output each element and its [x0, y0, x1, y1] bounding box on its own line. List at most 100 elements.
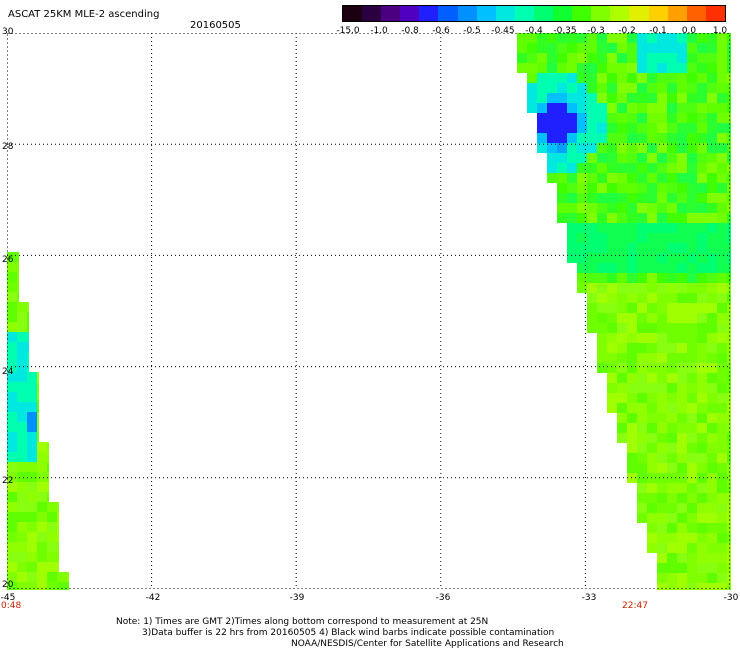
- swath-cell: [587, 73, 597, 83]
- colorbar-swatch: [476, 6, 496, 21]
- swath-cell: [577, 213, 587, 223]
- swath-cell: [717, 423, 727, 433]
- swath-cell: [707, 553, 717, 563]
- swath-cell: [677, 483, 687, 493]
- swath-cell: [617, 183, 627, 193]
- swath-cell: [677, 563, 687, 573]
- swath-cell: [7, 392, 17, 402]
- swath-cell: [537, 103, 547, 113]
- swath-cell: [697, 573, 707, 583]
- swath-cell: [637, 43, 647, 53]
- swath-cell: [637, 443, 647, 453]
- swath-cell: [607, 113, 617, 123]
- swath-cell: [667, 53, 677, 63]
- colorbar-swatch: [610, 6, 630, 21]
- swath-cell: [657, 393, 667, 403]
- swath-cell: [707, 53, 717, 63]
- y-tick-20: 20: [2, 580, 14, 590]
- swath-cell: [577, 223, 587, 233]
- swath-cell: [727, 393, 731, 403]
- swath-cell: [697, 253, 707, 263]
- swath-cell: [657, 93, 667, 103]
- swath-cell: [697, 583, 707, 590]
- swath-cell: [647, 53, 657, 63]
- swath-cell: [677, 423, 687, 433]
- swath-cell: [647, 493, 657, 503]
- swath-cell: [607, 343, 617, 353]
- swath-cell: [27, 432, 37, 442]
- swath-cell: [527, 33, 537, 43]
- swath-cell: [627, 73, 637, 83]
- swath-cell: [587, 243, 597, 253]
- swath-cell: [677, 203, 687, 213]
- swath-cell: [607, 183, 617, 193]
- swath-cell: [717, 113, 727, 123]
- swath-cell: [37, 452, 47, 462]
- swath-cell: [707, 363, 717, 373]
- swath-cell: [617, 73, 627, 83]
- swath-cell: [647, 303, 657, 313]
- note-line-2: 3)Data buffer is 22 hrs from 20160505 4)…: [142, 628, 555, 638]
- swath-cell: [657, 553, 667, 563]
- swath-cell: [667, 403, 677, 413]
- swath-cell: [7, 422, 17, 432]
- swath-cell: [17, 572, 27, 582]
- swath-cell: [617, 133, 627, 143]
- swath-cell: [677, 383, 687, 393]
- swath-cell: [697, 73, 707, 83]
- swath-cell: [47, 482, 49, 492]
- swath-cell: [527, 83, 537, 93]
- swath-cell: [597, 193, 607, 203]
- swath-cell: [627, 243, 637, 253]
- swath-cell: [667, 463, 677, 473]
- swath-cell: [687, 443, 697, 453]
- swath-cell: [597, 103, 607, 113]
- swath-cell: [717, 443, 727, 453]
- swath-cell: [697, 143, 707, 153]
- swath-cell: [587, 183, 597, 193]
- swath-cell: [687, 513, 697, 523]
- swath-cell: [47, 542, 57, 552]
- swath-cell: [627, 133, 637, 143]
- swath-cell: [727, 213, 731, 223]
- swath-cell: [687, 503, 697, 513]
- swath-cell: [707, 373, 717, 383]
- swath-cell: [687, 133, 697, 143]
- swath-cell: [47, 572, 57, 582]
- swath-cell: [637, 103, 647, 113]
- swath-cell: [687, 223, 697, 233]
- swath-cell: [667, 273, 677, 283]
- swath-cell: [597, 343, 607, 353]
- swath-cell: [667, 563, 677, 573]
- swath-cell: [617, 373, 627, 383]
- swath-cell: [627, 313, 637, 323]
- swath-cell: [727, 173, 731, 183]
- swath-cell: [657, 133, 667, 143]
- swath-cell: [667, 503, 677, 513]
- y-tick-24: 24: [2, 367, 14, 377]
- swath-cell: [677, 93, 687, 103]
- swath-cell: [687, 433, 697, 443]
- colorbar-swatch: [495, 6, 515, 21]
- swath-cell: [7, 452, 17, 462]
- swath-cell: [717, 33, 727, 43]
- swath-cell: [37, 502, 47, 512]
- swath-cell: [727, 553, 731, 563]
- swath-cell: [7, 432, 17, 442]
- swath-cell: [627, 423, 637, 433]
- swath-cell: [657, 563, 667, 573]
- swath-cell: [717, 263, 727, 273]
- swath-cell: [537, 63, 547, 73]
- swath-cell: [717, 583, 727, 590]
- swath-cell: [677, 53, 687, 63]
- swath-cell: [47, 552, 57, 562]
- swath-cell: [667, 443, 677, 453]
- swath-cell: [547, 33, 557, 43]
- swath-cell: [627, 253, 637, 263]
- swath-cell: [647, 323, 657, 333]
- swath-cell: [537, 143, 547, 153]
- swath-cell: [27, 382, 37, 392]
- swath-cell: [27, 482, 37, 492]
- swath-cell: [17, 432, 27, 442]
- swath-cell: [27, 442, 37, 452]
